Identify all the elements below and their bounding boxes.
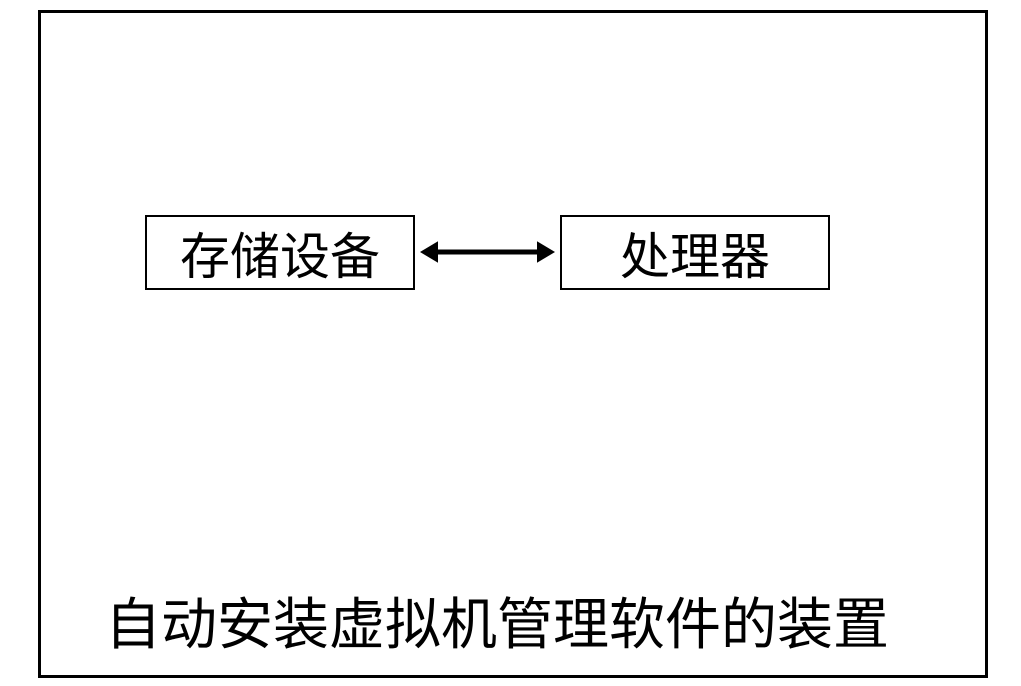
diagram-frame: [38, 10, 988, 678]
arrowhead-left: [420, 241, 438, 263]
diagram-caption: 自动安装虚拟机管理软件的装置: [105, 580, 889, 661]
storage-label: 存储设备: [180, 217, 380, 289]
bidirectional-arrow: [402, 234, 573, 270]
storage-box: 存储设备: [145, 215, 415, 290]
processor-label: 处理器: [620, 217, 770, 289]
arrowhead-right: [537, 241, 555, 263]
processor-box: 处理器: [560, 215, 830, 290]
